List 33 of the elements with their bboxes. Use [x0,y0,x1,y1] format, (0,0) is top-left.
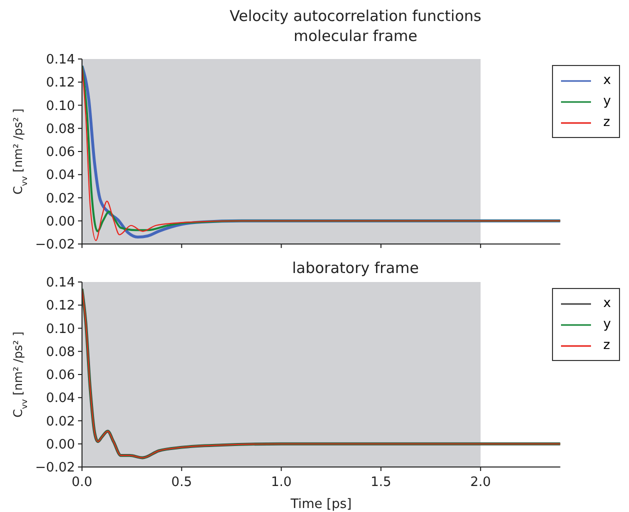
legend-label: x [603,73,611,88]
y-tick-label: 0.06 [46,145,75,160]
y-tick-label: 0.14 [46,276,75,291]
y-tick-label: −0.02 [35,238,75,253]
x-tick-label: 2.0 [470,475,491,490]
x-tick-label: 1.5 [370,475,392,490]
y-tick-label: 0.00 [46,214,75,230]
y-tick-label: 0.02 [46,414,75,430]
y-tick-label: 0.04 [46,168,75,184]
x-tick-label: 0.5 [171,475,192,490]
y-tick-label: 0.08 [46,122,75,137]
chart-title: Velocity autocorrelation functions [228,6,482,26]
legend-label: x [603,296,611,311]
chart-subtitle: molecular frame [292,26,418,46]
y-tick-label: 0.02 [46,191,75,206]
legend-label: z [603,338,610,353]
legend-label: z [603,115,610,130]
x-axis-title: Time [ps] [290,497,352,512]
y-tick-label: 0.06 [46,368,75,384]
y-tick-label: 0.10 [46,322,75,337]
x-tick-label: 0.0 [72,475,92,490]
y-tick-label: 0.00 [46,437,75,452]
y-tick-label: 0.08 [46,344,75,360]
y-tick-label: 0.10 [46,98,75,114]
y-tick-label: −0.02 [35,460,75,476]
y-tick-label: 0.14 [46,52,75,68]
y-tick-label: 0.04 [46,391,75,406]
chart-title: laboratory frame [291,258,420,278]
y-tick-label: 0.12 [46,76,75,91]
x-tick-label: 1.0 [270,475,292,490]
legend-label: y [603,94,611,109]
legend-label: y [603,317,611,332]
y-tick-label: 0.12 [46,298,75,314]
